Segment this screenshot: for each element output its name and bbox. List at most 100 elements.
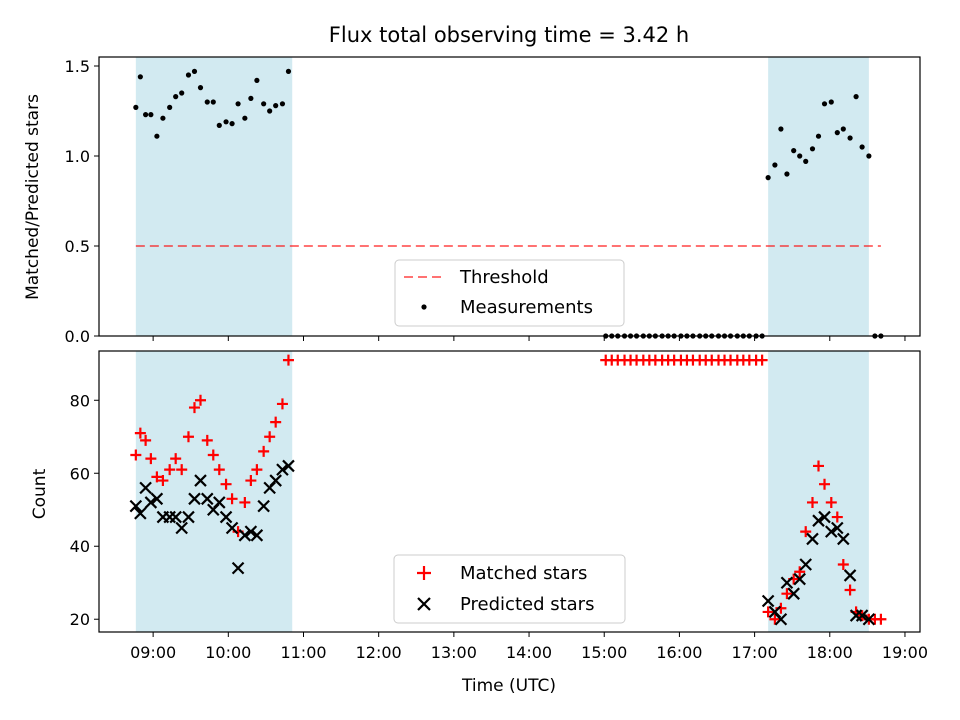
predicted-star-marker xyxy=(225,521,239,535)
measurement-point xyxy=(242,115,248,121)
x-tick-label: 10:00 xyxy=(205,643,251,662)
x-tick-label: 13:00 xyxy=(431,643,477,662)
predicted-star-marker xyxy=(806,532,819,546)
predicted-star-marker xyxy=(257,499,270,513)
measurement-point xyxy=(261,101,267,107)
measurement-point xyxy=(859,144,865,150)
y-tick-label: 60 xyxy=(70,464,90,483)
predicted-star-marker xyxy=(780,576,794,590)
predicted-star-marker xyxy=(182,510,195,524)
legend-matched-label: Matched stars xyxy=(460,563,587,584)
measurement-point xyxy=(254,77,260,83)
top-y-axis-label: Matched/Predicted stars xyxy=(23,94,43,300)
matched-star-marker xyxy=(264,431,276,443)
x-tick-label: 14:00 xyxy=(506,643,552,662)
matched-star-marker xyxy=(270,416,282,428)
measurement-point xyxy=(216,122,222,128)
matched-star-marker xyxy=(251,464,263,476)
bottom-legend-box xyxy=(393,554,626,624)
legend-predicted-label: Predicted stars xyxy=(460,594,594,615)
matched-star-marker xyxy=(800,526,812,538)
matched-star-marker xyxy=(239,496,251,508)
predicted-star-marker xyxy=(169,510,182,524)
matched-star-marker xyxy=(245,475,257,487)
predicted-star-marker xyxy=(250,529,264,542)
top-x-ticks xyxy=(152,336,906,341)
matched-star-marker xyxy=(794,566,806,578)
measurement-point xyxy=(803,158,809,164)
legend-threshold-label: Threshold xyxy=(459,267,549,288)
bottom-y-axis-label: Count xyxy=(30,468,50,519)
bottom-markers xyxy=(129,354,887,626)
predicted-star-marker xyxy=(831,521,844,535)
y-tick-label: 80 xyxy=(70,391,90,410)
top-axes-frame xyxy=(98,56,921,337)
measurement-point xyxy=(160,115,166,121)
matched-star-marker xyxy=(188,402,200,414)
matched-star-marker xyxy=(806,496,818,508)
matched-star-marker xyxy=(130,449,142,461)
measurement-point xyxy=(267,108,273,114)
measurement-point xyxy=(815,133,822,139)
predicted-star-marker xyxy=(244,525,258,538)
measurement-point xyxy=(784,171,790,177)
predicted-star-marker xyxy=(276,463,289,476)
measurement-point xyxy=(154,133,160,139)
legend-predicted-swatch xyxy=(417,597,431,611)
measurement-point xyxy=(765,175,771,181)
predicted-star-marker xyxy=(855,609,869,622)
predicted-star-marker xyxy=(787,587,800,600)
x-tick-label: 12:00 xyxy=(356,643,402,662)
measurement-point xyxy=(173,94,179,100)
x-tick-label: 18:00 xyxy=(807,643,853,662)
x-tick-label: 19:00 xyxy=(882,643,928,662)
measurement-point xyxy=(223,119,229,125)
legend-measurements-label: Measurements xyxy=(460,297,593,318)
matched-star-marker xyxy=(182,431,194,443)
predicted-star-marker xyxy=(188,492,201,506)
bottom-panel: 20 40 60 80 09:00 10:00 11:00 12:00 13:00 14:00 1… xyxy=(30,350,928,696)
measurement-point xyxy=(778,126,784,132)
matched-star-marker xyxy=(282,354,294,366)
matched-star-marker xyxy=(140,434,152,446)
shaded-interval xyxy=(135,57,293,336)
matched-star-marker xyxy=(769,613,781,625)
measurement-point xyxy=(772,162,778,168)
matched-star-marker xyxy=(762,606,774,618)
predicted-star-marker xyxy=(761,594,775,608)
shaded-interval xyxy=(768,57,869,336)
predicted-star-marker xyxy=(825,525,838,538)
predicted-star-marker xyxy=(213,496,226,509)
matched-star-marker xyxy=(825,496,837,508)
predicted-star-marker xyxy=(843,569,857,582)
x-tick-label: 16:00 xyxy=(656,643,702,662)
matched-star-marker xyxy=(813,460,825,472)
shaded-interval xyxy=(135,351,293,632)
x-tick-label: 09:00 xyxy=(130,643,176,662)
top-legend-box xyxy=(394,259,625,327)
measurement-point xyxy=(834,130,840,136)
measurement-point xyxy=(143,112,149,118)
measurement-point xyxy=(179,90,185,96)
predicted-star-marker xyxy=(862,612,876,626)
measurement-point xyxy=(809,146,816,152)
measurement-point xyxy=(197,85,204,91)
x-axis-label: Time (UTC) xyxy=(461,676,556,696)
measurement-point xyxy=(273,103,279,109)
y-tick-label: 20 xyxy=(70,610,90,629)
matched-star-marker xyxy=(145,453,157,465)
matched-star-marker xyxy=(157,475,169,487)
predicted-star-marker xyxy=(134,507,147,520)
matched-star-marker xyxy=(831,511,843,523)
predicted-star-marker xyxy=(812,514,825,527)
measurement-point xyxy=(285,68,292,74)
predicted-star-marker xyxy=(144,496,158,509)
predicted-star-marker xyxy=(139,481,152,495)
matched-star-marker xyxy=(781,588,793,600)
predicted-star-marker xyxy=(200,492,214,506)
measurement-point xyxy=(828,99,834,105)
matched-star-marker xyxy=(226,493,238,505)
predicted-star-marker xyxy=(837,532,850,546)
predicted-star-marker xyxy=(269,474,282,487)
legend-matched-swatch xyxy=(417,566,431,580)
